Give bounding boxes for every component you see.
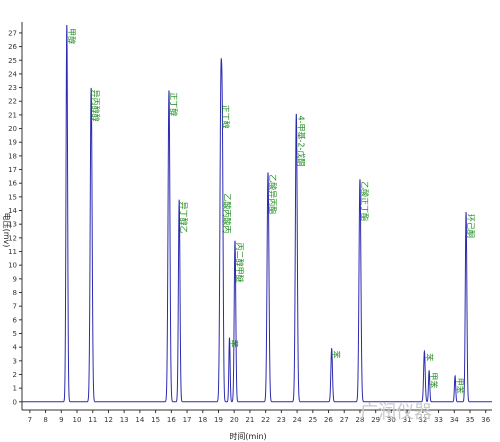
peak-label: 异丁醇乙 <box>179 202 189 234</box>
x-axis-ticks: 7 8 9 10 11 12 13 14 15 16 17 18 19 20 21 22 23 24 25 26 27 2… <box>28 410 491 424</box>
watermark-text: 广润仪器 <box>360 402 432 423</box>
x-tick-label: 22 <box>261 416 270 424</box>
y-tick-label: 14 <box>8 207 17 215</box>
chromatogram-trace <box>22 25 492 403</box>
peak-label: 甲醇 <box>67 28 77 44</box>
peak-label: 4-甲基-2-戊酮 <box>296 116 306 167</box>
y-tick-label: 17 <box>8 166 17 174</box>
x-tick-label: 9 <box>59 416 63 424</box>
peak-label: 环己酮 <box>466 214 475 238</box>
y-tick-label: 4 <box>13 344 18 352</box>
y-tick-label: 11 <box>8 248 17 256</box>
y-tick-label: 10 <box>8 262 17 270</box>
x-tick-label: 11 <box>88 416 97 424</box>
x-tick-label: 35 <box>466 416 475 424</box>
y-tick-label: 0 <box>13 398 17 406</box>
peak-label: 苯 <box>332 351 342 359</box>
x-tick-label: 33 <box>434 416 443 424</box>
y-tick-label: 22 <box>8 98 17 106</box>
y-tick-label: 6 <box>13 316 18 324</box>
y-axis-title: 电压(mv) <box>2 213 12 248</box>
x-tick-label: 14 <box>135 416 144 424</box>
y-tick-label: 9 <box>13 275 17 283</box>
x-axis-title: 时间(min) <box>229 431 266 441</box>
peak-label: 丙二醇甲醚 <box>235 243 245 283</box>
y-tick-label: 21 <box>8 111 17 119</box>
y-tick-label: 2 <box>13 371 17 379</box>
x-tick-label: 30 <box>387 416 396 424</box>
y-tick-label: 8 <box>13 289 17 297</box>
y-tick-label: 15 <box>8 193 17 201</box>
peak-label: 异丙醇醇 <box>91 90 101 122</box>
x-tick-label: 15 <box>151 416 160 424</box>
y-tick-label: 13 <box>8 221 17 229</box>
peak-label: 正丁醇 <box>169 92 179 116</box>
x-tick-label: 27 <box>340 416 349 424</box>
peak-label: 苯 <box>424 353 434 361</box>
x-tick-label: 13 <box>120 416 129 424</box>
x-tick-label: 10 <box>73 416 82 424</box>
y-tick-label: 16 <box>8 180 17 188</box>
x-tick-label: 36 <box>481 416 490 424</box>
y-tick-label: 26 <box>8 43 17 51</box>
x-tick-label: 17 <box>183 416 192 424</box>
y-tick-label: 12 <box>8 234 17 242</box>
y-axis-ticks: 0123456789101112131415161718192021222324… <box>8 29 22 406</box>
y-tick-label: 27 <box>8 29 17 37</box>
y-tick-label: 18 <box>8 152 17 160</box>
y-tick-label: 7 <box>13 303 17 311</box>
x-tick-label: 28 <box>355 416 364 424</box>
axes <box>21 22 492 411</box>
x-tick-label: 24 <box>293 416 302 424</box>
peak-label: 乙酸异丙酯 <box>268 174 278 214</box>
y-tick-label: 20 <box>8 125 17 133</box>
y-tick-label: 25 <box>8 57 17 65</box>
x-tick-label: 12 <box>104 416 113 424</box>
peak-label: 乙酸丙酸丙 <box>222 193 232 233</box>
x-tick-label: 19 <box>214 416 223 424</box>
x-tick-label: 31 <box>403 416 412 424</box>
y-tick-label: 5 <box>13 330 17 338</box>
peak-label: 正丁醇 <box>221 105 231 129</box>
x-tick-label: 23 <box>277 416 286 424</box>
x-tick-label: 32 <box>418 416 427 424</box>
peak-label: 甲苯 <box>455 378 465 394</box>
x-tick-label: 16 <box>167 416 176 424</box>
x-tick-label: 20 <box>230 416 239 424</box>
y-tick-label: 1 <box>13 385 17 393</box>
x-tick-label: 26 <box>324 416 333 424</box>
peak-label: 甲苯 <box>429 372 439 388</box>
x-tick-label: 29 <box>371 416 380 424</box>
x-tick-label: 25 <box>308 416 317 424</box>
peak-label: 苯 <box>230 340 240 348</box>
y-tick-label: 24 <box>8 70 17 78</box>
y-tick-label: 3 <box>13 357 17 365</box>
x-tick-label: 21 <box>245 416 254 424</box>
peak-label: 乙酸正丁酯 <box>360 181 370 221</box>
x-tick-label: 8 <box>43 416 47 424</box>
x-tick-label: 34 <box>450 416 459 424</box>
x-tick-label: 18 <box>198 416 207 424</box>
y-tick-label: 19 <box>8 139 17 147</box>
y-tick-label: 23 <box>8 84 17 92</box>
x-tick-label: 7 <box>28 416 32 424</box>
